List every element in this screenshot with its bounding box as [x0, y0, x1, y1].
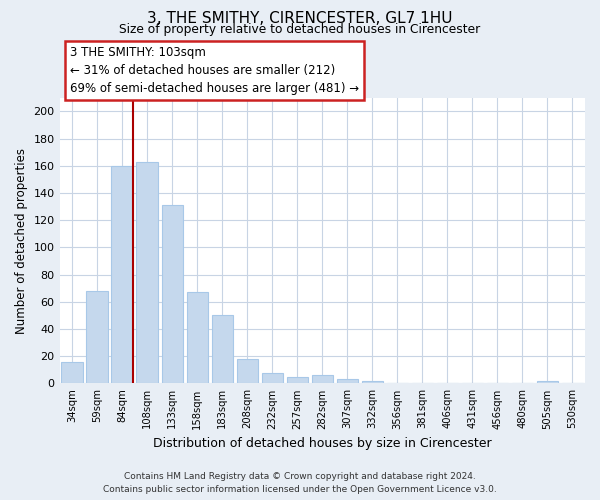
Y-axis label: Number of detached properties: Number of detached properties — [15, 148, 28, 334]
Bar — [262, 372, 283, 384]
Bar — [61, 362, 83, 384]
Bar — [537, 380, 558, 384]
X-axis label: Distribution of detached houses by size in Cirencester: Distribution of detached houses by size … — [153, 437, 491, 450]
Text: Size of property relative to detached houses in Cirencester: Size of property relative to detached ho… — [119, 22, 481, 36]
Bar — [287, 376, 308, 384]
Text: Contains HM Land Registry data © Crown copyright and database right 2024.
Contai: Contains HM Land Registry data © Crown c… — [103, 472, 497, 494]
Bar — [337, 380, 358, 384]
Text: 3, THE SMITHY, CIRENCESTER, GL7 1HU: 3, THE SMITHY, CIRENCESTER, GL7 1HU — [147, 11, 453, 26]
Bar — [362, 380, 383, 384]
Bar — [311, 376, 333, 384]
Bar — [112, 166, 133, 384]
Bar — [187, 292, 208, 384]
Bar — [161, 206, 183, 384]
Bar — [236, 359, 258, 384]
Bar — [136, 162, 158, 384]
Bar — [86, 291, 108, 384]
Bar — [212, 316, 233, 384]
Text: 3 THE SMITHY: 103sqm
← 31% of detached houses are smaller (212)
69% of semi-deta: 3 THE SMITHY: 103sqm ← 31% of detached h… — [70, 46, 359, 95]
